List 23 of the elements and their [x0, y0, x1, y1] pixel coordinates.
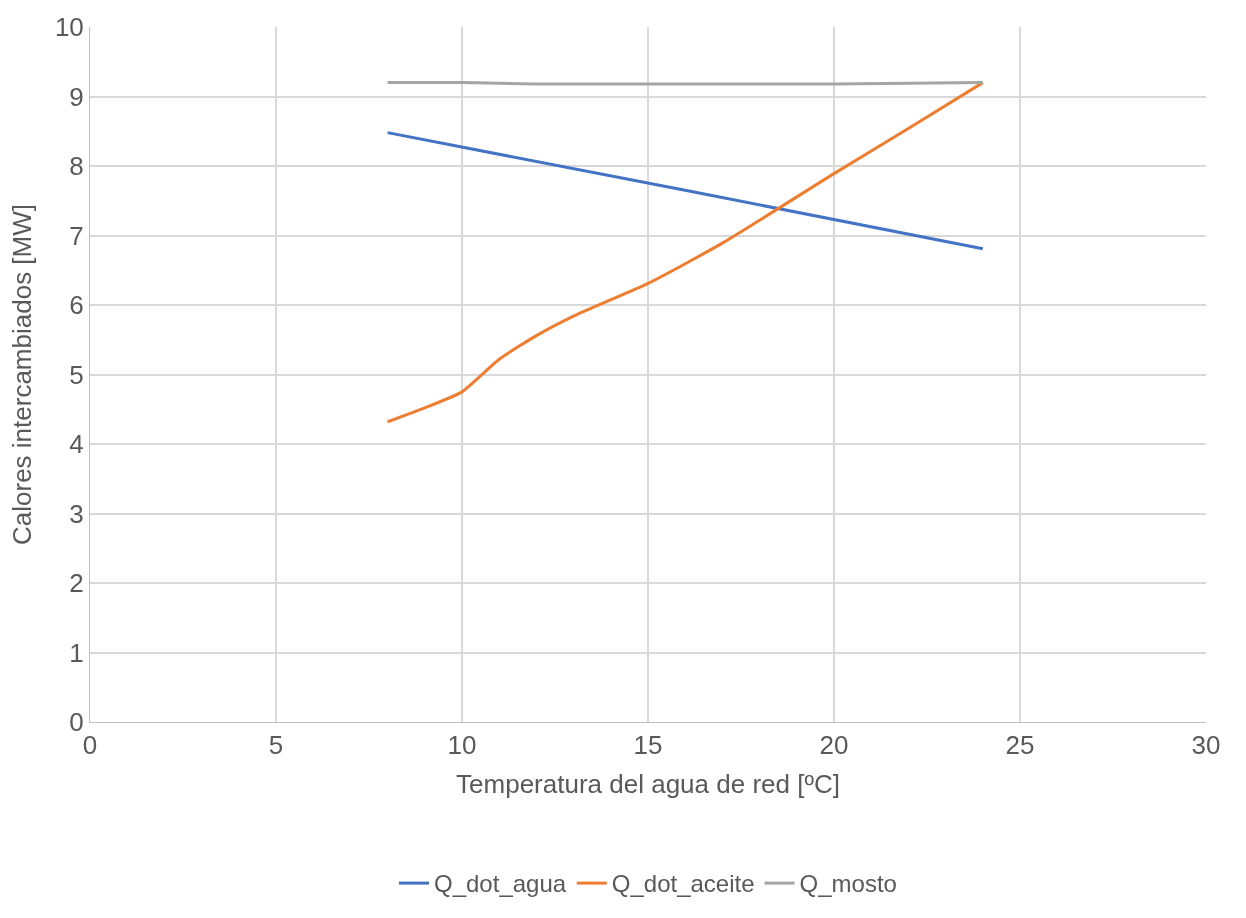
legend-label: Q_mosto	[799, 870, 897, 898]
y-tick-label: 4	[69, 429, 84, 460]
legend-label: Q_dot_aceite	[611, 870, 755, 898]
y-tick-label: 7	[69, 220, 84, 251]
legend-label: Q_dot_agua	[434, 870, 567, 898]
y-tick-label: 9	[69, 81, 84, 112]
x-tick-label: 10	[447, 730, 477, 761]
x-axis-title: Temperatura del agua de red [ºC]	[456, 768, 840, 799]
y-tick-label: 10	[54, 12, 84, 43]
y-tick-label: 8	[69, 151, 84, 182]
y-tick-label: 1	[69, 637, 84, 668]
y-tick-label: 6	[69, 290, 84, 321]
y-tick-label: 2	[69, 568, 84, 599]
y-tick-label: 0	[69, 707, 84, 738]
line-series	[386, 81, 985, 424]
y-axis-title: Calores intercambiados [MW]	[7, 204, 38, 545]
y-tick-label: 3	[69, 498, 84, 529]
x-tick-label: 15	[633, 730, 663, 761]
x-tick-label: 20	[819, 730, 849, 761]
x-tick-label: 5	[268, 730, 284, 761]
y-tick-label: 5	[69, 359, 84, 390]
x-tick-label: 25	[1005, 730, 1035, 761]
x-tick-label: 30	[1191, 730, 1221, 761]
